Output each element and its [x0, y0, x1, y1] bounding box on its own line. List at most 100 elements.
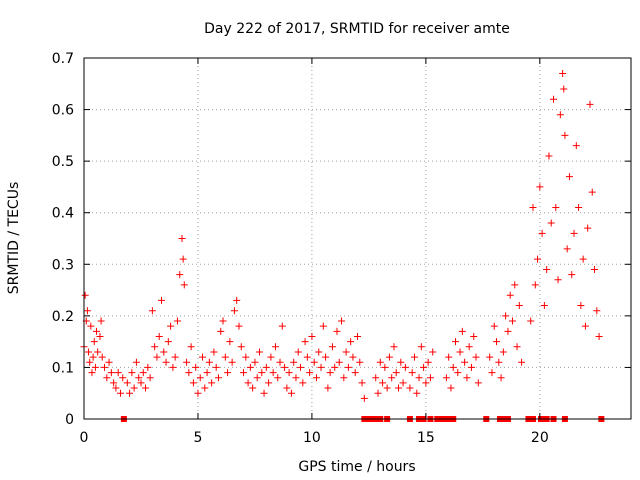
data-point	[283, 384, 291, 392]
data-point	[340, 374, 348, 382]
data-point	[89, 353, 97, 361]
data-point	[105, 358, 113, 366]
data-point	[534, 255, 542, 263]
data-point	[518, 358, 526, 366]
data-point	[210, 348, 218, 356]
data-point	[224, 369, 232, 377]
data-point	[258, 369, 266, 377]
data-point	[146, 374, 154, 382]
data-point	[194, 389, 202, 397]
data-point	[504, 327, 512, 335]
data-point	[529, 204, 537, 212]
data-point	[595, 332, 603, 340]
data-point	[591, 265, 599, 273]
data-point	[493, 338, 501, 346]
data-point	[395, 384, 403, 392]
data-point	[406, 384, 414, 392]
data-point	[315, 348, 323, 356]
data-point	[135, 374, 143, 382]
data-point	[349, 353, 357, 361]
data-point	[98, 353, 106, 361]
data-point	[164, 338, 172, 346]
data-point	[374, 389, 382, 397]
data-point	[246, 363, 254, 371]
data-point	[543, 265, 551, 273]
data-point	[354, 332, 361, 340]
data-point	[183, 358, 191, 366]
data-point	[342, 348, 350, 356]
data-point	[271, 343, 279, 351]
data-point	[240, 369, 248, 377]
data-point	[358, 379, 366, 387]
data-point	[420, 363, 428, 371]
data-point	[285, 369, 293, 377]
data-point	[408, 369, 416, 377]
x-tick-label: 5	[193, 430, 202, 446]
data-point	[392, 369, 400, 377]
data-point	[297, 363, 305, 371]
data-point	[550, 95, 558, 103]
data-point	[474, 379, 482, 387]
data-point	[262, 363, 270, 371]
y-axis-label: SRMTID / TECUs	[6, 182, 22, 295]
data-point	[208, 379, 216, 387]
data-point	[176, 271, 184, 279]
data-point	[379, 379, 387, 387]
data-point	[322, 353, 330, 361]
data-point	[486, 353, 494, 361]
x-tick-label: 20	[531, 430, 549, 446]
data-point	[214, 374, 222, 382]
data-point	[399, 379, 407, 387]
data-point	[372, 374, 380, 382]
data-point	[351, 369, 359, 377]
data-point	[467, 363, 475, 371]
data-point	[442, 374, 450, 382]
data-point	[81, 291, 89, 299]
data-point	[162, 358, 170, 366]
data-point	[506, 291, 514, 299]
data-point	[301, 338, 309, 346]
data-point	[101, 363, 109, 371]
data-point	[269, 369, 277, 377]
data-point	[167, 322, 175, 330]
data-point	[155, 332, 163, 340]
data-point	[87, 322, 95, 330]
data-point	[376, 358, 384, 366]
data-point	[221, 353, 229, 361]
data-point	[312, 374, 320, 382]
data-point	[212, 363, 220, 371]
y-tick-label: 0	[65, 412, 74, 428]
data-point	[132, 358, 140, 366]
x-axis-label: GPS time / hours	[298, 459, 415, 475]
data-point	[97, 317, 105, 325]
tick-layer: 0 5 10 15 20 0 0.1 0.2 0.3 0.4 0.5 0.6 0.7	[52, 51, 631, 446]
data-point	[265, 379, 273, 387]
data-point	[584, 224, 592, 232]
data-point	[114, 369, 122, 377]
data-point	[488, 369, 496, 377]
data-point	[508, 317, 516, 325]
data-point	[401, 363, 409, 371]
y-tick-label: 0.1	[52, 360, 74, 376]
data-point	[217, 327, 225, 335]
data-point	[94, 348, 102, 356]
data-point	[308, 332, 316, 340]
data-point	[157, 296, 165, 304]
data-point	[253, 374, 261, 382]
data-point	[173, 317, 181, 325]
data-point	[397, 358, 405, 366]
y-tick-label: 0.4	[52, 206, 74, 222]
data-point	[185, 369, 193, 377]
data-point	[447, 384, 455, 392]
data-point	[90, 338, 98, 346]
data-point	[497, 374, 505, 382]
data-point	[290, 358, 298, 366]
data-point	[287, 389, 295, 397]
data-point	[593, 307, 601, 315]
data-point	[588, 188, 596, 196]
data-point	[96, 332, 104, 340]
data-point	[472, 353, 480, 361]
data-point	[452, 338, 460, 346]
data-point	[579, 255, 587, 263]
